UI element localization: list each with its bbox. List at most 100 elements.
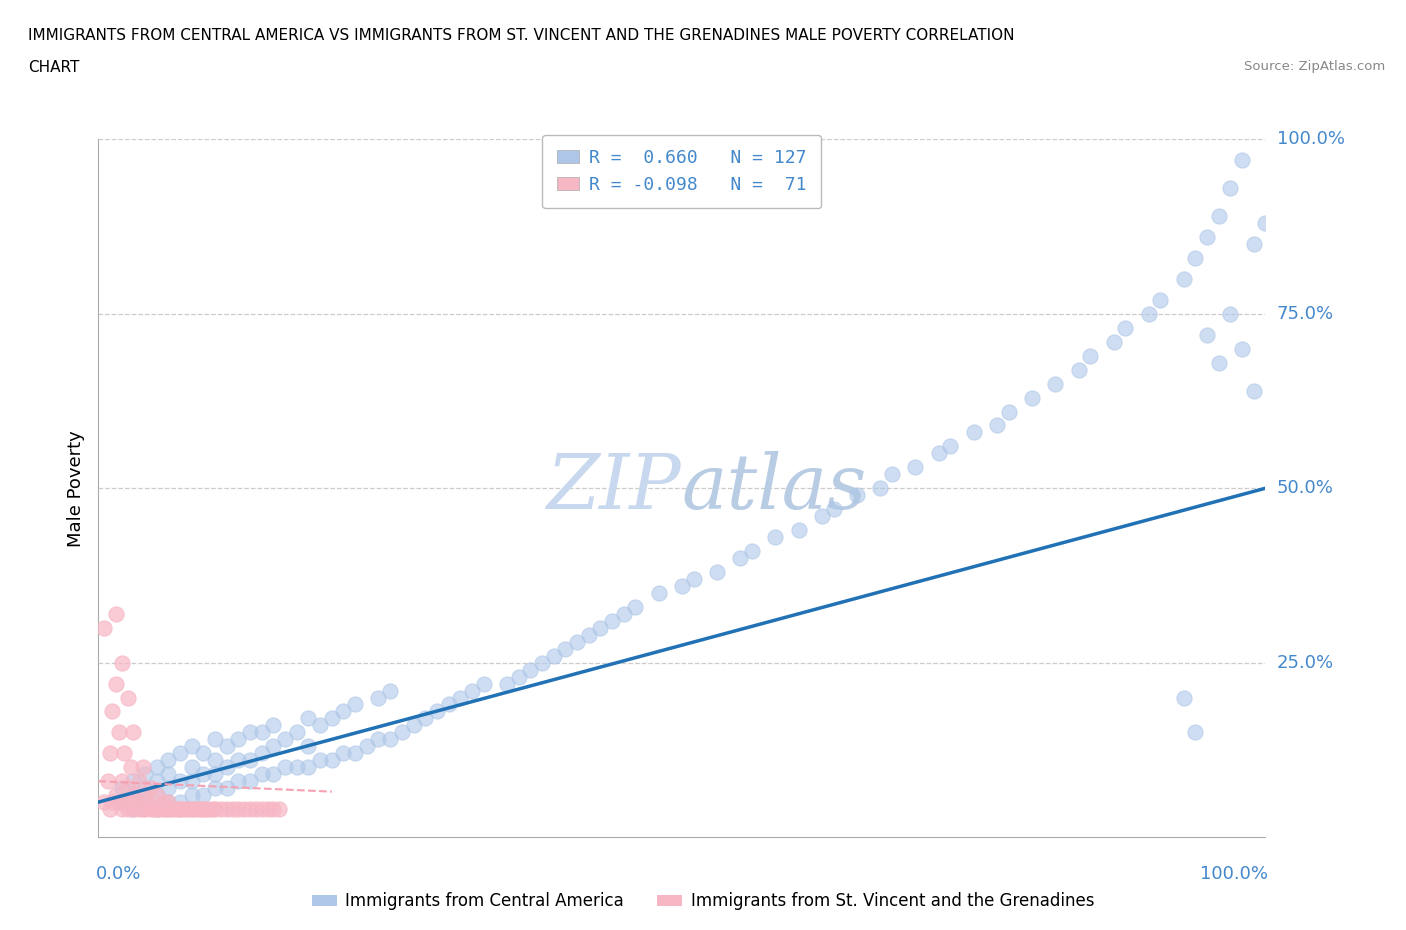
Text: 100.0%: 100.0% bbox=[1277, 130, 1344, 149]
Point bbox=[262, 766, 284, 781]
Point bbox=[250, 766, 273, 781]
Point bbox=[98, 802, 121, 817]
Text: atlas: atlas bbox=[682, 451, 868, 525]
Point bbox=[880, 467, 903, 482]
Point bbox=[332, 704, 354, 719]
Point bbox=[1184, 251, 1206, 266]
Point bbox=[193, 802, 215, 817]
Point bbox=[215, 760, 238, 775]
Point bbox=[166, 802, 188, 817]
Point bbox=[426, 704, 449, 719]
Point bbox=[169, 774, 191, 789]
Point bbox=[122, 788, 145, 803]
Point bbox=[134, 794, 156, 809]
Point bbox=[239, 802, 262, 817]
Point bbox=[215, 738, 238, 753]
Point bbox=[134, 781, 156, 796]
Point bbox=[228, 802, 250, 817]
Point bbox=[1021, 391, 1043, 405]
Point bbox=[1137, 307, 1160, 322]
Point bbox=[787, 523, 810, 538]
Point bbox=[519, 662, 541, 677]
Text: ZIP: ZIP bbox=[547, 451, 682, 525]
Point bbox=[391, 725, 413, 740]
Point bbox=[180, 774, 202, 789]
Point bbox=[157, 766, 180, 781]
Point bbox=[472, 676, 495, 691]
Point bbox=[112, 746, 135, 761]
Point bbox=[104, 788, 127, 803]
Point bbox=[155, 802, 177, 817]
Point bbox=[344, 746, 367, 761]
Point bbox=[204, 802, 226, 817]
Point bbox=[356, 738, 378, 753]
Point bbox=[413, 711, 436, 725]
Point bbox=[239, 774, 262, 789]
Point bbox=[741, 543, 763, 558]
Point bbox=[904, 460, 927, 474]
Point bbox=[215, 802, 238, 817]
Point bbox=[262, 718, 284, 733]
Point bbox=[962, 425, 984, 440]
Point bbox=[193, 746, 215, 761]
Point bbox=[180, 788, 202, 803]
Point bbox=[159, 802, 181, 817]
Point bbox=[139, 781, 162, 796]
Point bbox=[671, 578, 693, 593]
Point bbox=[274, 732, 297, 747]
Point bbox=[1254, 216, 1277, 231]
Point bbox=[285, 725, 308, 740]
Point bbox=[98, 746, 121, 761]
Point bbox=[132, 802, 155, 817]
Point bbox=[823, 502, 845, 517]
Point bbox=[120, 794, 142, 809]
Point bbox=[309, 718, 332, 733]
Point bbox=[101, 704, 124, 719]
Point bbox=[146, 802, 169, 817]
Point bbox=[461, 683, 484, 698]
Point bbox=[157, 753, 180, 768]
Point bbox=[1195, 230, 1218, 245]
Text: Source: ZipAtlas.com: Source: ZipAtlas.com bbox=[1244, 60, 1385, 73]
Point bbox=[1195, 327, 1218, 342]
Point bbox=[93, 620, 115, 635]
Point bbox=[93, 794, 115, 809]
Point bbox=[209, 802, 232, 817]
Point bbox=[111, 802, 134, 817]
Text: 100.0%: 100.0% bbox=[1199, 865, 1268, 883]
Point bbox=[682, 571, 704, 587]
Point bbox=[146, 788, 169, 803]
Point bbox=[128, 802, 150, 817]
Point bbox=[146, 802, 169, 817]
Point bbox=[139, 802, 162, 817]
Point bbox=[122, 802, 145, 817]
Point bbox=[367, 690, 389, 705]
Point bbox=[321, 711, 343, 725]
Point bbox=[508, 670, 530, 684]
Point bbox=[134, 788, 156, 803]
Point bbox=[108, 725, 131, 740]
Point bbox=[496, 676, 519, 691]
Point bbox=[1208, 209, 1230, 224]
Point bbox=[269, 802, 291, 817]
Point bbox=[215, 781, 238, 796]
Point bbox=[132, 760, 155, 775]
Point bbox=[146, 788, 169, 803]
Legend: Immigrants from Central America, Immigrants from St. Vincent and the Grenadines: Immigrants from Central America, Immigra… bbox=[305, 885, 1101, 917]
Point bbox=[1045, 376, 1067, 391]
Point bbox=[297, 738, 319, 753]
Text: 50.0%: 50.0% bbox=[1277, 479, 1333, 498]
Point bbox=[309, 753, 332, 768]
Point bbox=[125, 794, 148, 809]
Point bbox=[344, 698, 367, 712]
Point bbox=[1149, 293, 1171, 308]
Point bbox=[367, 732, 389, 747]
Point bbox=[163, 802, 186, 817]
Point bbox=[554, 642, 576, 657]
Point bbox=[201, 802, 224, 817]
Point bbox=[198, 802, 221, 817]
Point bbox=[194, 802, 217, 817]
Point bbox=[157, 794, 180, 809]
Point bbox=[239, 725, 262, 740]
Point bbox=[179, 802, 201, 817]
